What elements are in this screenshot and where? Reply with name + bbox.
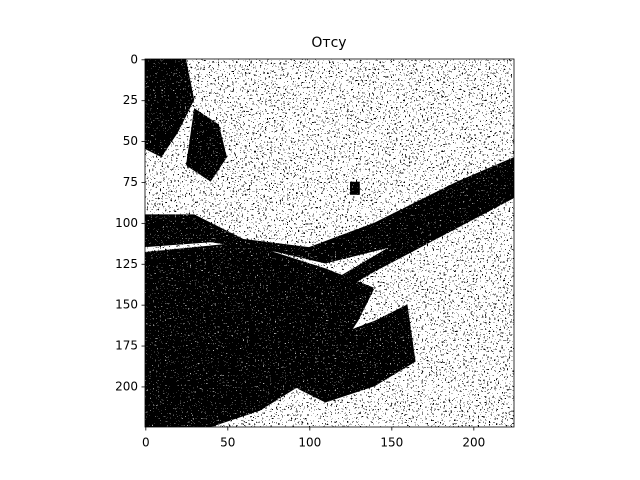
y-tick-label: 100 (115, 216, 138, 230)
y-tick-label: 75 (123, 175, 138, 189)
chart-title: Отсу (311, 35, 346, 51)
y-tick-label: 200 (115, 379, 138, 393)
x-tick-label: 200 (462, 436, 485, 450)
axes-frame (144, 58, 515, 428)
y-tick-label: 175 (115, 339, 138, 353)
y-tick-label: 0 (130, 52, 138, 66)
x-tick-label: 0 (142, 436, 150, 450)
x-tick-label: 150 (380, 436, 403, 450)
y-tick-label: 25 (123, 93, 138, 107)
image (145, 59, 514, 427)
y-tick-label: 125 (115, 257, 138, 271)
y-tick-label: 150 (115, 298, 138, 312)
x-tick-label: 50 (220, 436, 235, 450)
x-tick-label: 100 (298, 436, 321, 450)
y-tick-label: 50 (123, 134, 138, 148)
